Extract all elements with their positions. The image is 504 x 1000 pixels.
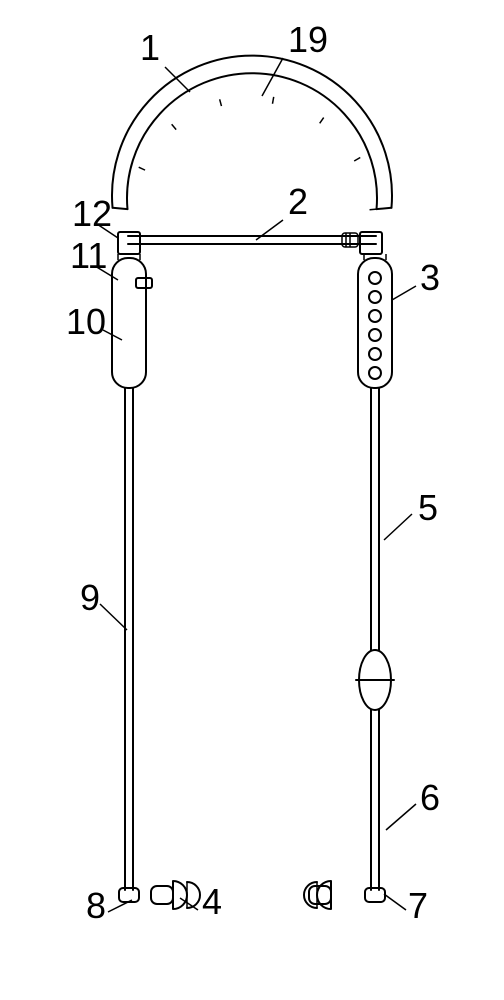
right-wire: [371, 388, 379, 872]
callout-9: 9: [80, 577, 100, 618]
callout-12: 12: [72, 193, 112, 234]
left-switch: [136, 278, 152, 288]
right-earbud: [304, 872, 385, 909]
callout-11: 11: [70, 235, 107, 276]
callout-10: 10: [66, 301, 106, 342]
callout-1: 1: [140, 27, 160, 68]
callout-5: 5: [418, 487, 438, 528]
callout-3: 3: [420, 257, 440, 298]
callout-4: 4: [202, 881, 222, 922]
callout-2: 2: [288, 181, 308, 222]
callout-19: 19: [288, 19, 328, 60]
callout-7: 7: [408, 885, 428, 926]
callout-labels: 1 19 2 1211 10 3 5 9 6 8 4 7: [66, 19, 440, 926]
callout-8: 8: [86, 885, 106, 926]
wire-stopper: [356, 650, 394, 710]
neck-arc: [112, 56, 392, 210]
callout-6: 6: [420, 777, 440, 818]
crossbar: [128, 236, 376, 244]
control-buttons: [369, 272, 381, 379]
